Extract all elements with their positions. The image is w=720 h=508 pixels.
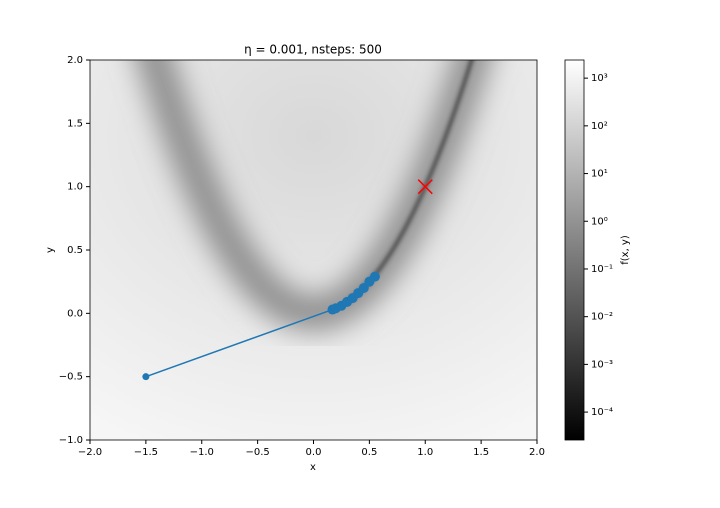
colorbar [564,59,585,441]
colorbar-tick-label: 10⁰ [591,216,608,227]
colorbar-label: f(x, y) [620,235,631,265]
colorbar-tick-label: 10⁻³ [591,359,613,370]
y-axis-label: y [45,247,56,253]
y-tick-label: −0.5 [59,372,83,383]
path-point [369,271,380,282]
y-tick-label: 0.5 [67,245,83,256]
y-tick-label: 2.0 [67,55,83,66]
colorbar-tick-label: 10⁻² [591,312,613,323]
y-tick-label: 1.0 [67,182,83,193]
minimum-marker [417,179,433,195]
colorbar-tick-label: 10³ [591,73,608,84]
y-tick-label: 0.0 [67,308,83,319]
y-tick-label: 1.5 [67,118,83,129]
colorbar-tick-label: 10⁻¹ [591,264,613,275]
x-axis-label: x [310,462,316,473]
path-point [142,373,150,381]
x-tick-label: −1.0 [190,447,214,458]
colorbar-tick-label: 10² [591,121,608,132]
x-tick-label: 0.0 [306,447,322,458]
x-tick-label: 1.0 [417,447,433,458]
x-tick-label: 0.5 [361,447,377,458]
x-tick-label: 2.0 [529,447,545,458]
chart-title: η = 0.001, nsteps: 500 [244,43,382,57]
y-tick-label: −1.0 [59,435,83,446]
x-tick-label: −0.5 [245,447,269,458]
x-tick-label: −2.0 [78,447,102,458]
colorbar-tick-label: 10¹ [591,169,608,180]
colorbar-tick-label: 10⁻⁴ [591,407,613,418]
x-tick-label: −1.5 [134,447,158,458]
x-tick-label: 1.5 [473,447,489,458]
